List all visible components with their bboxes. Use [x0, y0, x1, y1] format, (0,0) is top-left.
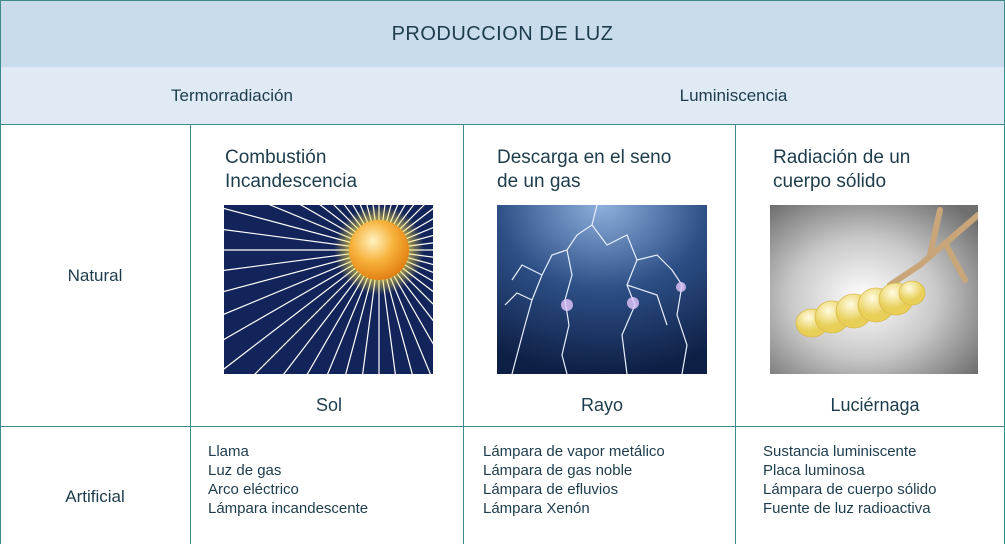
sun-ray	[224, 228, 380, 251]
list-item: Lámpara de gas noble	[483, 462, 633, 479]
list-item: Placa luminosa	[763, 462, 865, 479]
sun-ray	[224, 249, 380, 315]
sun-image	[224, 205, 433, 374]
sun-ray	[352, 205, 380, 251]
column-header: Luminiscencia	[463, 67, 1005, 125]
sun-ray	[326, 249, 380, 374]
sun-ray	[268, 205, 380, 251]
sun-ray	[319, 205, 380, 251]
sun-ray	[299, 205, 380, 251]
table-title: PRODUCCION DE LUZ	[0, 0, 1005, 68]
sun-ray	[378, 249, 433, 293]
heading-line: de un gas	[497, 171, 581, 192]
sun-ray	[333, 205, 380, 251]
sun-ray	[224, 207, 380, 251]
sun-ray	[345, 249, 380, 374]
source-list: Llama Luz de gas Arco eléctrico Lámpara …	[208, 442, 368, 518]
heading-line: Combustión	[225, 147, 327, 168]
sun-ray	[224, 249, 380, 293]
sun-ray	[378, 218, 433, 251]
list-item: Lámpara incandescente	[208, 500, 369, 517]
cell-heading: Combustión Incandescencia	[225, 146, 357, 194]
sun-ray	[378, 249, 433, 282]
heading-line: cuerpo sólido	[773, 171, 887, 192]
heading-line: Descarga en el seno	[497, 147, 672, 168]
sun-ray	[343, 205, 380, 251]
sun-ray	[378, 207, 433, 251]
image-caption: Sol	[315, 395, 342, 415]
list-item: Arco eléctrico	[208, 481, 299, 498]
sun-ray	[378, 205, 406, 251]
heading-line: Radiación de un	[773, 147, 911, 168]
list-item: Lámpara de efluvios	[483, 481, 619, 498]
sun-ray	[306, 249, 380, 374]
source-list: Sustancia luminiscente Placa luminosa Lá…	[763, 442, 936, 518]
sun-ray	[378, 226, 433, 251]
sun-ray	[378, 242, 433, 251]
col-divider	[190, 124, 191, 544]
list-item: Lámpara de cuerpo sólido	[763, 481, 937, 498]
sun-ray	[378, 249, 396, 374]
row-divider	[0, 426, 1005, 427]
list-item: Llama	[208, 443, 249, 460]
sun-ray	[378, 249, 432, 374]
col-divider	[735, 124, 736, 544]
sun-ray	[378, 205, 425, 251]
col-divider	[463, 124, 464, 544]
cell-heading: Descarga en el seno de un gas	[497, 146, 671, 194]
image-caption: Rayo	[580, 395, 624, 415]
sun-ray	[362, 249, 380, 374]
sun-ray	[378, 249, 433, 266]
sun-ray	[224, 249, 380, 272]
sun-ray	[378, 249, 433, 345]
sun-ray	[378, 249, 433, 258]
row-label: Natural	[67, 266, 123, 285]
list-item: Lámpara de vapor metálico	[483, 443, 665, 460]
sun-ray	[283, 249, 380, 374]
sun-ray	[378, 249, 433, 305]
sun-ray	[224, 249, 380, 370]
sun-ray	[378, 249, 433, 274]
sun-ray	[254, 249, 380, 374]
sun-ray	[378, 249, 413, 374]
cell-heading: Radiación de un cuerpo sólido	[773, 146, 910, 194]
sun-ray	[378, 205, 415, 251]
sun-ray	[378, 234, 433, 251]
list-item: Luz de gas	[208, 462, 282, 479]
row-label: Artificial	[65, 486, 125, 506]
heading-line: Incandescencia	[225, 171, 358, 192]
list-item: Fuente de luz radioactiva	[763, 500, 931, 517]
column-header: Termorradiación	[0, 67, 464, 125]
lightning-image	[497, 205, 707, 374]
list-item: Sustancia luminiscente	[763, 443, 917, 460]
sun-ray	[378, 249, 433, 322]
list-item: Lámpara Xenón	[483, 500, 590, 517]
source-list: Lámpara de vapor metálico Lámpara de gas…	[483, 442, 665, 518]
image-caption: Luciérnaga	[830, 395, 920, 415]
firefly-image	[770, 205, 978, 374]
sun-ray	[224, 249, 380, 341]
